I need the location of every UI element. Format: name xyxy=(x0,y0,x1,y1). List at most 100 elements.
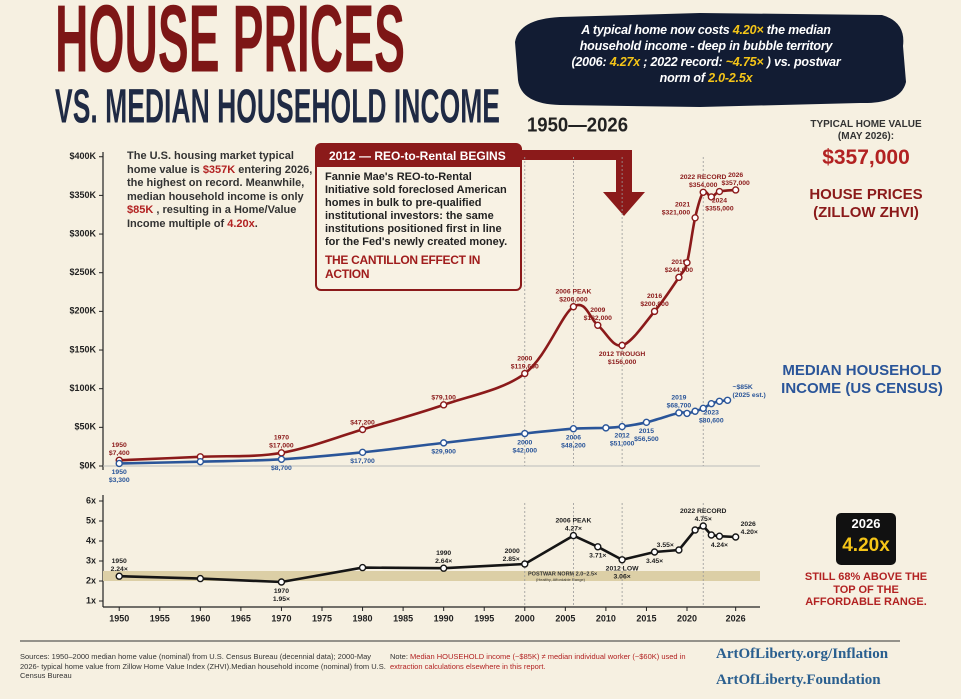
data-point xyxy=(277,455,286,463)
point-tag: 2019 xyxy=(671,395,686,402)
data-point xyxy=(642,418,651,427)
data-label: $51,000 xyxy=(610,440,635,447)
data-point xyxy=(439,439,448,447)
data-point xyxy=(691,214,699,222)
sources: Sources: 1950–2000 median home value (no… xyxy=(20,652,386,680)
data-label: $17,000 xyxy=(269,443,294,450)
link[interactable]: ArtOfLiberty.Foundation xyxy=(716,672,881,688)
text-segment: Note: xyxy=(390,652,408,661)
x-tick-label: 1970 xyxy=(271,613,291,623)
data-label: $182,000 xyxy=(584,315,613,322)
point-tag: 2023 xyxy=(704,409,719,416)
data-label: $80,600 xyxy=(699,417,724,424)
x-tick-label: 1990 xyxy=(434,613,454,623)
note: Note: Median HOUSEHOLD income (~$85K) ≠ … xyxy=(390,652,700,671)
y-tick-label: 5x xyxy=(86,515,96,525)
period: 1950—2026 xyxy=(527,114,628,136)
data-point xyxy=(277,449,286,457)
y-tick-label: 2x xyxy=(86,575,96,585)
data-point xyxy=(196,574,205,583)
point-tag: 2019 xyxy=(671,259,686,266)
norm-band xyxy=(103,571,760,581)
banner-text: A typical home now costs 4.20× the media… xyxy=(570,22,842,86)
side-value: $357,000 xyxy=(822,146,910,169)
highlight: 4.20x xyxy=(227,217,255,230)
data-point xyxy=(618,341,626,350)
point-tag: 2012 LOW xyxy=(606,566,639,573)
data-label: 4.75× xyxy=(695,516,712,523)
series-line xyxy=(119,398,728,465)
data-point xyxy=(715,397,724,405)
data-label: $47,200 xyxy=(350,419,375,426)
data-point xyxy=(699,404,707,413)
text-segment: ) vs. postwar norm of xyxy=(659,55,841,85)
data-label: $3,300 xyxy=(109,477,130,484)
x-tick-label: 1975 xyxy=(312,613,332,623)
y-tick-label: $350K xyxy=(69,190,96,200)
data-point xyxy=(731,186,740,194)
data-label: $79,100 xyxy=(431,395,456,402)
x-tick-label: 1965 xyxy=(231,613,251,623)
title: HOUSE PRICES xyxy=(55,0,405,92)
data-label: $42,000 xyxy=(512,447,537,454)
legend-entry: HOUSE PRICES (ZILLOW ZHVI) xyxy=(809,186,923,221)
point-tag: 1950 xyxy=(112,558,127,565)
data-label: $68,700 xyxy=(667,403,692,410)
data-point xyxy=(691,407,699,415)
intro-text: The U.S. housing market typical home val… xyxy=(127,150,315,231)
data-point xyxy=(277,578,286,586)
point-tag: 2000 xyxy=(517,355,532,362)
x-tick-label: 1960 xyxy=(190,613,210,623)
point-tag: 1950 xyxy=(112,469,127,476)
data-point xyxy=(115,572,123,580)
data-label: 3.71× xyxy=(589,553,606,560)
data-label: 3.06× xyxy=(614,574,631,581)
highlight: Median HOUSEHOLD income (~$85K) ≠ median… xyxy=(390,652,686,671)
x-tick-label: 2005 xyxy=(555,613,575,623)
band-sublabel: (Healthy, Affordable Range) xyxy=(536,577,586,582)
data-point xyxy=(439,401,448,409)
data-point xyxy=(618,422,626,431)
data-label: $321,000 xyxy=(662,210,691,217)
data-label: $244,000 xyxy=(665,267,694,274)
point-tag: 2021 xyxy=(675,202,690,209)
point-tag: 2000 xyxy=(505,548,520,555)
y-tick-label: $100K xyxy=(69,383,96,393)
ratio-value: 4.20x xyxy=(842,535,890,556)
callout: 2012 — REO-to-Rental BEGINS Fannie Mae's… xyxy=(315,143,522,291)
data-point xyxy=(699,188,707,196)
data-label: $17,700 xyxy=(350,458,375,465)
data-point xyxy=(707,531,716,539)
data-label: 4.27× xyxy=(565,525,582,532)
data-point xyxy=(675,273,683,282)
point-tag: 2009 xyxy=(590,307,605,314)
y-tick-label: $300K xyxy=(69,228,96,238)
highlight: 4.20× xyxy=(732,23,764,37)
text-segment: . xyxy=(254,217,258,230)
data-point xyxy=(521,429,529,438)
data-point xyxy=(569,531,578,540)
data-label: $355,000 xyxy=(705,205,734,212)
point-tag: 2026 xyxy=(728,172,743,179)
point-tag: 2016 xyxy=(647,293,662,300)
subtitle: VS. MEDIAN HOUSEHOLD INCOME xyxy=(55,81,500,134)
data-point xyxy=(569,303,578,311)
y-tick-label: $150K xyxy=(69,344,96,354)
x-tick-label: 2015 xyxy=(636,613,656,623)
band-label: POSTWAR NORM 2.0–2.5× xyxy=(528,571,597,577)
data-point xyxy=(602,424,610,432)
data-point xyxy=(521,560,529,568)
point-tag: 2026 xyxy=(741,521,756,528)
link[interactable]: ArtOfLiberty.org/Inflation xyxy=(716,646,889,662)
point-tag: 2022 RECORD xyxy=(680,174,727,181)
data-point xyxy=(683,258,691,267)
data-point xyxy=(675,546,683,554)
data-point xyxy=(650,307,659,316)
x-tick-label: 1995 xyxy=(474,613,494,623)
data-label: 4.20× xyxy=(741,529,758,536)
data-label: $200,000 xyxy=(640,301,669,308)
y-tick-label: $400K xyxy=(69,151,96,161)
data-point xyxy=(618,556,626,564)
